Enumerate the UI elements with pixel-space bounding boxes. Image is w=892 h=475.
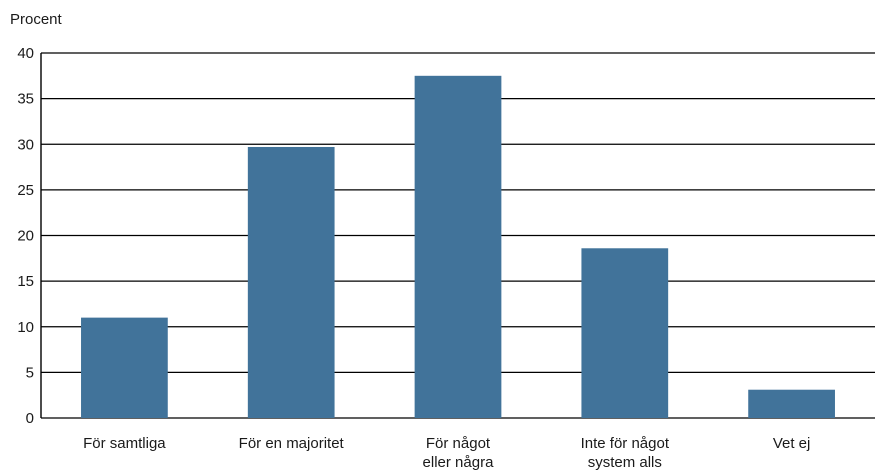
category-label-line: För en majoritet bbox=[239, 435, 345, 452]
y-tick-label: 5 bbox=[26, 364, 34, 381]
y-tick-label: 15 bbox=[17, 273, 34, 290]
category-label-line: eller några bbox=[423, 454, 495, 471]
category-label-line: Inte för något bbox=[581, 435, 670, 452]
category-label-line: system alls bbox=[588, 454, 662, 471]
bar bbox=[414, 75, 502, 418]
y-tick-label: 30 bbox=[17, 136, 34, 153]
bar bbox=[748, 389, 835, 418]
y-axis-label: Procent bbox=[10, 11, 63, 28]
y-tick-label: 40 bbox=[17, 45, 34, 62]
bar bbox=[247, 146, 335, 419]
category-label: För något eller några bbox=[423, 435, 495, 471]
category-label: Inte för något system alls bbox=[581, 435, 670, 471]
category-label-line: För något bbox=[426, 435, 491, 452]
bar bbox=[81, 317, 168, 418]
category-labels: För samtliga För en majoritet För något ell… bbox=[83, 435, 810, 471]
y-tick-label: 25 bbox=[17, 182, 34, 199]
category-label: Vet ej bbox=[773, 435, 811, 452]
bar bbox=[581, 248, 669, 418]
y-tick-label: 20 bbox=[17, 228, 34, 245]
category-label-line: För samtliga bbox=[83, 435, 166, 452]
bars bbox=[81, 75, 835, 419]
category-label-line: Vet ej bbox=[773, 435, 811, 452]
category-label: För samtliga bbox=[83, 435, 166, 452]
y-tick-label: 10 bbox=[17, 319, 34, 336]
y-tick-labels: 0 5 10 15 20 25 30 35 40 bbox=[17, 45, 34, 427]
y-tick-label: 35 bbox=[17, 91, 34, 108]
category-label: För en majoritet bbox=[239, 435, 345, 452]
y-tick-label: 0 bbox=[26, 410, 34, 427]
